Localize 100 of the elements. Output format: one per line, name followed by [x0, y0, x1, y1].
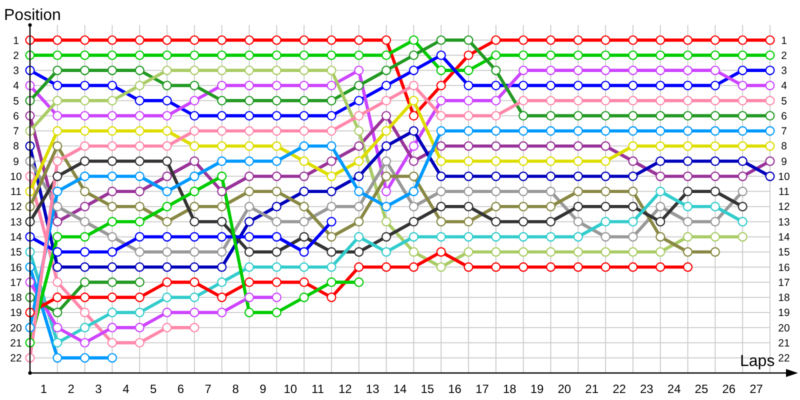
point — [52, 232, 62, 242]
y2-tick-label: 10 — [778, 170, 790, 183]
point — [299, 247, 309, 257]
point — [381, 186, 392, 196]
point — [408, 247, 419, 257]
x-tick-label: 20 — [558, 382, 572, 396]
point — [518, 35, 528, 45]
y2-tick-label: 22 — [778, 352, 790, 365]
point — [491, 66, 501, 76]
point — [628, 247, 638, 257]
point — [52, 292, 62, 302]
x-tick-label: 25 — [694, 382, 708, 396]
point — [52, 216, 62, 226]
y-tick-label: 6 — [13, 110, 20, 122]
point — [765, 50, 775, 60]
point — [682, 156, 693, 166]
point — [546, 126, 556, 136]
point — [162, 216, 172, 226]
point — [134, 96, 144, 106]
point — [738, 156, 748, 166]
point — [408, 172, 419, 182]
point — [408, 156, 419, 166]
point — [299, 35, 309, 45]
point — [244, 247, 254, 257]
point — [491, 110, 501, 121]
point — [546, 232, 556, 242]
point — [326, 80, 336, 90]
point — [628, 232, 638, 242]
point — [518, 156, 528, 166]
point — [52, 247, 62, 257]
point — [217, 202, 227, 212]
y-tick-label: 20 — [10, 322, 22, 334]
point — [354, 50, 364, 60]
point — [436, 232, 446, 242]
point — [326, 172, 336, 182]
point — [436, 66, 446, 76]
point — [738, 172, 748, 182]
point — [326, 292, 336, 302]
point — [272, 110, 282, 121]
point — [134, 66, 144, 76]
point — [134, 186, 144, 196]
x-tick-label: 27 — [750, 382, 764, 396]
point — [546, 80, 556, 90]
point — [710, 172, 720, 182]
point — [244, 262, 254, 272]
y-tick-label: 21 — [10, 337, 22, 350]
point — [299, 50, 309, 60]
point — [491, 35, 501, 45]
point — [244, 66, 254, 76]
point — [80, 216, 90, 226]
point — [710, 141, 720, 151]
point — [299, 202, 309, 212]
y2-tick-label: 8 — [781, 140, 788, 153]
y-tick-label: 1 — [13, 34, 20, 47]
point — [52, 96, 62, 106]
point — [738, 50, 748, 60]
point — [546, 96, 556, 106]
point — [628, 262, 638, 272]
point — [381, 35, 392, 45]
point — [408, 80, 419, 90]
point — [107, 247, 118, 257]
point — [217, 96, 227, 106]
point — [573, 232, 583, 242]
point — [600, 186, 610, 196]
point — [80, 110, 90, 121]
point — [107, 338, 118, 348]
point — [710, 156, 720, 166]
point — [299, 96, 309, 106]
point — [710, 232, 720, 242]
point — [600, 35, 610, 45]
point — [381, 172, 392, 182]
point — [217, 216, 227, 226]
point — [381, 110, 392, 121]
y-axis-title: Position — [4, 7, 61, 24]
point — [381, 156, 392, 166]
point — [326, 247, 336, 257]
point — [326, 141, 336, 151]
point — [52, 202, 62, 212]
point — [107, 110, 118, 121]
point — [546, 202, 556, 212]
point — [272, 66, 282, 76]
point — [765, 35, 775, 45]
point — [217, 292, 227, 302]
point — [464, 141, 474, 151]
point — [190, 202, 200, 212]
point — [244, 172, 254, 182]
y2-tick-label: 18 — [778, 292, 790, 304]
point — [600, 126, 610, 136]
point — [573, 126, 583, 136]
point — [573, 96, 583, 106]
point — [408, 262, 419, 272]
point — [217, 308, 227, 318]
point — [573, 216, 583, 226]
point — [436, 216, 446, 226]
point — [80, 202, 90, 212]
y2-tick-label: 9 — [781, 156, 788, 168]
point — [134, 292, 144, 302]
point — [491, 126, 501, 136]
x-tick-label: 18 — [502, 382, 517, 396]
x-tick-label: 4 — [122, 382, 130, 396]
